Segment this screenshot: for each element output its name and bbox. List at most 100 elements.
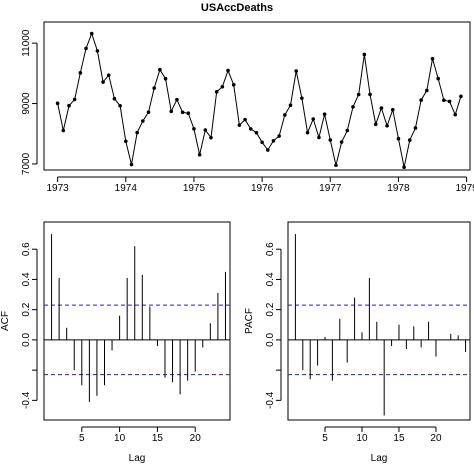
acf-x-tick-label: 5 bbox=[79, 433, 85, 444]
data-point bbox=[339, 140, 344, 144]
data-point bbox=[123, 139, 128, 144]
data-point bbox=[373, 122, 378, 127]
data-point bbox=[231, 83, 236, 87]
acf-panel: 5 10 15 20 Lag -0.4 0.0 0.2 0.4 0.6 ACF bbox=[0, 221, 231, 464]
x-tick-label: 1974 bbox=[115, 183, 138, 194]
data-point bbox=[158, 67, 162, 72]
data-point bbox=[334, 163, 338, 168]
data-point bbox=[368, 92, 372, 97]
pacf-panel: 5 10 15 20 Lag -0.4 0.0 0.2 0.4 0.6 PACF bbox=[244, 221, 471, 464]
acf-y-axis-label: ACF bbox=[0, 311, 11, 331]
pacf-x-tick-label: 10 bbox=[356, 433, 368, 444]
acf-y-tick-label: 0.0 bbox=[21, 333, 32, 347]
data-point bbox=[265, 148, 270, 152]
data-point bbox=[447, 99, 452, 104]
acf-x-tick-label: 20 bbox=[190, 433, 202, 444]
data-point bbox=[283, 113, 287, 117]
data-point bbox=[248, 127, 253, 131]
data-point bbox=[362, 52, 367, 57]
y-tick-label: 7000 bbox=[21, 152, 32, 175]
pacf-x-axis-label: Lag bbox=[371, 453, 388, 464]
data-point bbox=[101, 80, 105, 84]
data-point bbox=[84, 46, 88, 51]
data-point bbox=[305, 130, 310, 135]
data-point bbox=[112, 96, 117, 101]
data-point bbox=[243, 117, 247, 122]
data-point bbox=[351, 105, 355, 109]
acf-x-axis-label: Lag bbox=[129, 453, 146, 464]
data-point bbox=[300, 96, 304, 100]
data-point bbox=[413, 126, 418, 130]
data-point bbox=[95, 49, 100, 53]
data-point bbox=[260, 140, 264, 145]
data-point bbox=[197, 152, 202, 157]
data-point bbox=[396, 136, 401, 141]
pacf-y-axis-label: PACF bbox=[244, 308, 255, 334]
data-point bbox=[175, 97, 179, 102]
data-point bbox=[118, 103, 122, 108]
data-point bbox=[67, 103, 71, 108]
x-tick-label: 1978 bbox=[387, 183, 410, 194]
chart-title: USAccDeaths bbox=[201, 2, 273, 14]
pacf-y-tick-label: 0.2 bbox=[265, 302, 276, 316]
pacf-y-tick-label: 0.6 bbox=[265, 242, 276, 256]
data-point bbox=[146, 110, 151, 114]
data-point bbox=[419, 98, 423, 102]
pacf-plot-frame bbox=[287, 221, 471, 421]
data-point bbox=[135, 130, 139, 135]
acf-y-tick-label: -0.4 bbox=[21, 391, 32, 409]
data-point bbox=[61, 128, 66, 133]
data-point bbox=[237, 123, 242, 127]
pacf-x-tick-label: 15 bbox=[393, 433, 405, 444]
data-point bbox=[169, 109, 174, 114]
pacf-y-tick-label: -0.4 bbox=[265, 391, 276, 409]
x-tick-label: 1975 bbox=[183, 183, 206, 194]
data-point bbox=[192, 127, 196, 131]
acf-x-tick-label: 10 bbox=[114, 433, 126, 444]
data-point bbox=[220, 84, 225, 89]
pacf-x-tick-label: 20 bbox=[430, 433, 442, 444]
data-point bbox=[72, 97, 77, 102]
data-point bbox=[203, 128, 208, 132]
data-point bbox=[271, 138, 276, 143]
acf-y-tick-label: 0.2 bbox=[21, 302, 32, 316]
data-point bbox=[345, 128, 350, 133]
pacf-x-tick-label: 5 bbox=[322, 433, 328, 444]
data-point bbox=[311, 117, 316, 121]
y-tick-label: 11000 bbox=[21, 29, 32, 57]
time-series-panel: 1973 1974 1975 1976 1977 1978 1979 7000 9000 1100… bbox=[21, 21, 474, 194]
acf-y-tick-label: 0.4 bbox=[21, 272, 32, 286]
acf-plot-frame bbox=[43, 221, 231, 421]
acf-y-tick-label: 0.6 bbox=[21, 242, 32, 256]
x-tick-label: 1976 bbox=[251, 183, 274, 194]
data-point bbox=[55, 101, 60, 106]
data-point bbox=[214, 90, 219, 94]
y-tick-label: 9000 bbox=[21, 92, 32, 115]
data-point bbox=[322, 112, 327, 117]
data-point bbox=[442, 98, 446, 103]
pacf-y-tick-label: 0.4 bbox=[265, 272, 276, 286]
data-point bbox=[402, 165, 406, 170]
data-point bbox=[209, 135, 213, 140]
data-point bbox=[459, 94, 463, 99]
data-point bbox=[186, 111, 191, 116]
data-point bbox=[379, 106, 384, 110]
series-line bbox=[57, 32, 462, 168]
data-point bbox=[141, 119, 145, 123]
pacf-y-tick-label: 0.0 bbox=[265, 333, 276, 347]
data-point bbox=[317, 135, 321, 140]
data-point bbox=[430, 56, 435, 61]
data-point bbox=[180, 110, 185, 115]
data-point bbox=[129, 162, 134, 167]
data-point bbox=[356, 92, 361, 97]
x-tick-label: 1973 bbox=[47, 183, 70, 194]
acf-x-tick-label: 15 bbox=[152, 433, 164, 444]
data-point bbox=[390, 107, 395, 112]
data-point bbox=[106, 73, 111, 78]
data-point bbox=[407, 138, 412, 142]
data-point bbox=[453, 112, 458, 117]
data-point bbox=[328, 138, 333, 142]
data-point bbox=[89, 31, 94, 36]
x-tick-label: 1977 bbox=[319, 183, 342, 194]
